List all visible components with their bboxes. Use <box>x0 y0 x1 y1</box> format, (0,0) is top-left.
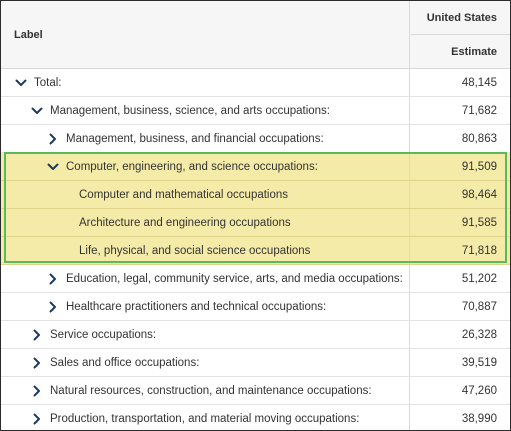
chevron-right-icon[interactable] <box>30 356 44 370</box>
row-label-cell: Healthcare practitioners and technical o… <box>1 293 410 320</box>
row-label-cell: Computer and mathematical occupations <box>1 181 410 208</box>
chevron-right-icon[interactable] <box>30 384 44 398</box>
row-label: Management, business, science, and arts … <box>50 104 330 117</box>
row-label: Healthcare practitioners and technical o… <box>66 300 327 313</box>
row-label-cell: Architecture and engineering occupations <box>1 209 410 236</box>
row-label-cell: Natural resources, construction, and mai… <box>1 377 410 404</box>
chevron-right-icon[interactable] <box>46 300 60 314</box>
table-header: Label United States Estimate <box>1 1 510 69</box>
table-row: Management, business, science, and arts … <box>1 97 510 125</box>
label-column-header: Label <box>1 1 410 68</box>
row-estimate-value: 91,509 <box>461 160 497 173</box>
row-label: Production, transportation, and material… <box>50 412 360 425</box>
row-estimate-value: 51,202 <box>461 272 497 285</box>
row-label: Computer, engineering, and science occup… <box>66 160 318 173</box>
table-row: Education, legal, community service, art… <box>1 265 510 293</box>
row-estimate-value: 47,260 <box>461 384 497 397</box>
row-label-cell: Sales and office occupations: <box>1 349 410 376</box>
row-label-cell: Production, transportation, and material… <box>1 405 410 430</box>
row-estimate-value: 71,682 <box>461 104 497 117</box>
chevron-down-icon[interactable] <box>14 76 28 90</box>
row-label-cell: Life, physical, and social science occup… <box>1 237 410 264</box>
chevron-down-icon[interactable] <box>30 104 44 118</box>
row-label: Architecture and engineering occupations <box>79 216 291 229</box>
row-label: Education, legal, community service, art… <box>66 272 403 285</box>
chevron-right-icon[interactable] <box>46 132 60 146</box>
table-row: Total: 48,145 <box>1 69 510 97</box>
table-body: Total: 48,145 Management, business, scienc… <box>1 69 510 430</box>
geography-column-header: United States <box>411 1 510 35</box>
row-estimate-value: 70,887 <box>461 300 497 313</box>
row-label: Service occupations: <box>50 328 157 341</box>
table-row: Life, physical, and social science occup… <box>1 237 510 265</box>
table-row: Computer, engineering, and science occup… <box>1 153 510 181</box>
row-label-cell: Service occupations: <box>1 321 410 348</box>
row-estimate-value: 48,145 <box>461 76 497 89</box>
row-label-cell: Computer, engineering, and science occup… <box>1 153 410 180</box>
row-estimate-value: 98,464 <box>461 188 497 201</box>
row-label-cell: Management, business, and financial occu… <box>1 125 410 152</box>
chevron-right-icon[interactable] <box>30 412 44 426</box>
row-label-cell: Management, business, science, and arts … <box>1 97 410 124</box>
row-estimate-value: 26,328 <box>461 328 497 341</box>
chevron-right-icon[interactable] <box>46 272 60 286</box>
row-label: Sales and office occupations: <box>50 356 200 369</box>
row-label: Management, business, and financial occu… <box>66 132 324 145</box>
table-row: Sales and office occupations: 39,519 <box>1 349 510 377</box>
row-label: Natural resources, construction, and mai… <box>50 384 372 397</box>
table-row: Architecture and engineering occupations… <box>1 209 510 237</box>
row-label: Life, physical, and social science occup… <box>79 244 311 257</box>
table-row: Management, business, and financial occu… <box>1 125 510 153</box>
table-row: Natural resources, construction, and mai… <box>1 377 510 405</box>
row-label-cell: Total: <box>1 69 410 96</box>
table-row: Healthcare practitioners and technical o… <box>1 293 510 321</box>
row-label: Total: <box>34 76 62 89</box>
table-row: Computer and mathematical occupations 98,… <box>1 181 510 209</box>
row-estimate-value: 71,818 <box>461 244 497 257</box>
chevron-right-icon[interactable] <box>30 328 44 342</box>
row-estimate-value: 39,519 <box>461 356 497 369</box>
row-estimate-value: 91,585 <box>461 216 497 229</box>
chevron-down-icon[interactable] <box>46 160 60 174</box>
row-label: Computer and mathematical occupations <box>79 188 289 201</box>
row-estimate-value: 80,863 <box>461 132 497 145</box>
table-row: Service occupations: 26,328 <box>1 321 510 349</box>
row-estimate-value: 38,990 <box>461 412 497 425</box>
estimate-column-header: Estimate <box>451 46 497 58</box>
row-label-cell: Education, legal, community service, art… <box>1 265 410 292</box>
table-row: Production, transportation, and material… <box>1 405 510 430</box>
